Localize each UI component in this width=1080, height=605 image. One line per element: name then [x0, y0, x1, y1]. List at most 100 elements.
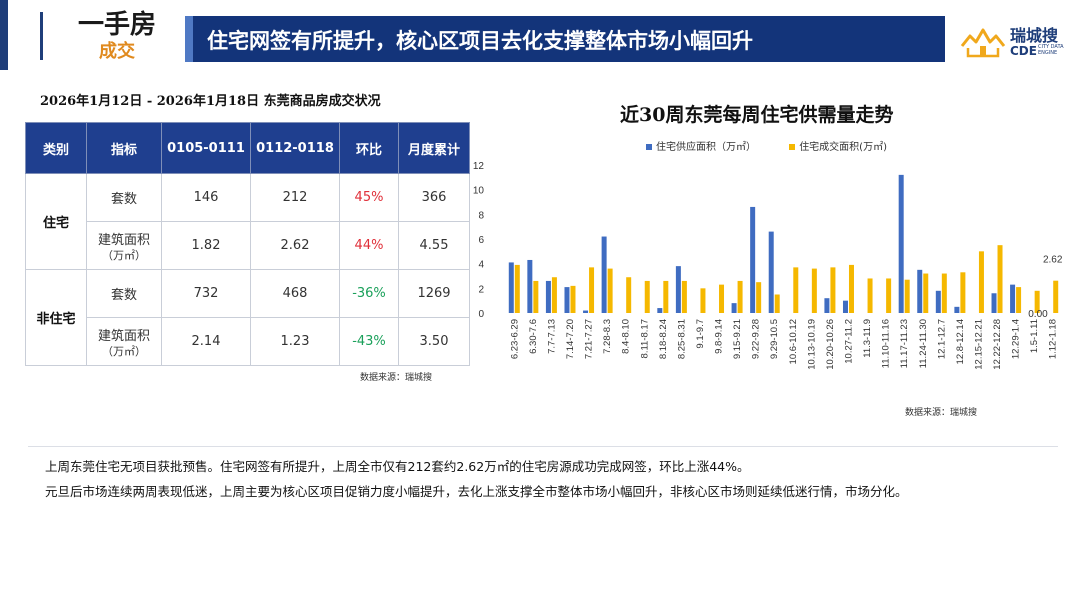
chart-legend: 住宅供应面积（万㎡） 住宅成交面积(万㎡) — [646, 138, 917, 153]
x-tick-label: 6.30-7.6 — [528, 319, 539, 354]
cell-cum: 4.55 — [398, 221, 470, 270]
cell-change: 45% — [339, 173, 399, 222]
x-tick-label: 7.28-8.3 — [602, 319, 613, 354]
x-tick-label: 12.22-12.28 — [992, 319, 1003, 370]
deal-bar — [978, 251, 984, 313]
section-category: 一手房 成交 — [62, 10, 172, 64]
col-header-curr-week: 0112-0118 — [250, 122, 340, 174]
indicator-label: 建筑面积 — [97, 232, 150, 248]
deal-bar — [960, 272, 966, 313]
supply-bar — [601, 236, 607, 313]
house-logo-icon — [960, 28, 1006, 58]
indicator-unit: （万㎡） — [102, 248, 146, 262]
indicator-unit: （万㎡） — [102, 344, 146, 358]
deal-bar — [848, 264, 854, 313]
supply-bar — [824, 298, 830, 313]
deal-bar — [923, 273, 929, 313]
supply-bar — [991, 293, 997, 313]
deal-bar — [1016, 287, 1022, 313]
deal-bar — [793, 267, 799, 313]
x-tick-label: 1.5-1.11 — [1029, 319, 1040, 353]
cell-cum: 1269 — [398, 269, 470, 318]
logo-name-en: CDE — [1010, 44, 1037, 58]
deal-bar — [663, 280, 669, 313]
deal-bar — [997, 245, 1003, 313]
cell-change: -36% — [339, 269, 399, 318]
deal-bar — [533, 280, 539, 313]
cell-change: 44% — [339, 221, 399, 270]
deal-bar — [551, 277, 557, 313]
section-category-sub: 成交 — [99, 41, 135, 62]
legend-swatch-deal — [789, 144, 796, 150]
data-label: 2.62 — [1043, 255, 1063, 266]
deal-bar — [570, 285, 576, 313]
x-tick-label: 7.14-7.20 — [565, 319, 576, 359]
legend-item-supply: 住宅供应面积（万㎡） — [646, 138, 756, 153]
cell-prev: 2.14 — [161, 317, 251, 366]
x-tick-label: 12.1-12.7 — [936, 319, 947, 359]
deal-bar — [737, 280, 743, 313]
row-category-non-residential: 非住宅 — [25, 269, 87, 366]
cell-cum: 3.50 — [398, 317, 470, 366]
legend-label-deal: 住宅成交面积(万㎡) — [799, 142, 887, 153]
x-tick-label: 9.29-10.5 — [769, 319, 780, 359]
table-header-row: 类别 指标 0105-0111 0112-0118 环比 月度累计 — [25, 122, 470, 174]
deal-bar — [514, 264, 520, 313]
x-tick-label: 11.3-11.9 — [862, 319, 873, 358]
x-tick-label: 8.18-8.24 — [658, 319, 669, 359]
y-tick-label: 6 — [478, 235, 484, 246]
legend-label-supply: 住宅供应面积（万㎡） — [656, 142, 756, 153]
x-tick-label: 10.20-10.26 — [825, 319, 836, 370]
deal-bar — [904, 279, 910, 313]
y-tick-label: 2 — [478, 284, 484, 295]
page-title-banner: 住宅网签有所提升，核心区项目去化支撑整体市场小幅回升 — [185, 16, 945, 62]
brand-logo: 瑞城搜 CDE CITY DATA ENGINE — [960, 20, 1070, 64]
x-tick-label: 9.15-9.21 — [732, 319, 743, 359]
supply-bar — [508, 262, 514, 313]
y-tick-label: 10 — [473, 186, 485, 197]
page-title: 住宅网签有所提升，核心区项目去化支撑整体市场小幅回升 — [207, 29, 753, 53]
supply-bar — [954, 306, 960, 313]
table-row: 住宅 套数 146 212 45% 366 — [25, 173, 470, 270]
x-tick-label: 12.29-1.4 — [1011, 319, 1022, 359]
row-indicator: 套数 — [86, 269, 162, 318]
logo-tagline: CITY DATA ENGINE — [1038, 44, 1064, 56]
x-tick-label: 12.8-12.14 — [955, 319, 966, 364]
row-indicator: 建筑面积 （万㎡） — [86, 317, 162, 366]
table-row: 建筑面积 （万㎡） 2.14 1.23 -43% 3.50 — [26, 317, 470, 366]
data-label: 0.00 — [1028, 309, 1048, 320]
row-indicator: 套数 — [86, 173, 162, 222]
legend-item-deal: 住宅成交面积(万㎡) — [789, 138, 887, 153]
table-row: 非住宅 套数 732 468 -36% 1269 — [25, 269, 470, 366]
summary-line-2: 元旦后市场连续两周表现低迷，上周主要为核心区项目促销力度小幅提升，去化上涨支撑全… — [45, 484, 908, 499]
deal-bar — [774, 294, 780, 313]
transaction-table: 类别 指标 0105-0111 0112-0118 环比 月度累计 住宅 套数 … — [25, 122, 470, 366]
deal-bar — [756, 282, 762, 313]
cell-prev: 732 — [161, 269, 251, 318]
row-indicator: 建筑面积 （万㎡） — [86, 221, 162, 270]
row-category-residential: 住宅 — [25, 173, 87, 270]
deal-bar — [719, 284, 725, 313]
header-divider — [40, 12, 43, 60]
header: 一手房 成交 住宅网签有所提升，核心区项目去化支撑整体市场小幅回升 瑞城搜 CD… — [0, 0, 1080, 70]
table-row: 建筑面积 （万㎡） 1.82 2.62 44% 4.55 — [26, 221, 470, 270]
x-tick-label: 9.8-9.14 — [714, 319, 725, 354]
logo-name-cn: 瑞城搜 — [1010, 26, 1059, 45]
x-tick-label: 11.10-11.16 — [881, 319, 892, 368]
cell-prev: 1.82 — [161, 221, 251, 270]
cell-curr: 212 — [250, 173, 340, 222]
deal-bar — [1053, 280, 1059, 313]
supply-bar — [564, 287, 570, 313]
cell-prev: 146 — [161, 173, 251, 222]
col-header-monthly-cum: 月度累计 — [398, 122, 470, 174]
deal-bar — [811, 268, 817, 313]
supply-bar — [583, 310, 589, 313]
supply-bar — [842, 300, 848, 313]
x-tick-label: 10.13-10.19 — [806, 319, 817, 370]
supply-bar — [750, 206, 756, 313]
col-header-category: 类别 — [25, 122, 87, 174]
y-tick-label: 8 — [478, 210, 484, 221]
supply-bar — [1010, 284, 1016, 313]
cell-curr: 1.23 — [250, 317, 340, 366]
indicator-label: 建筑面积 — [97, 328, 150, 344]
